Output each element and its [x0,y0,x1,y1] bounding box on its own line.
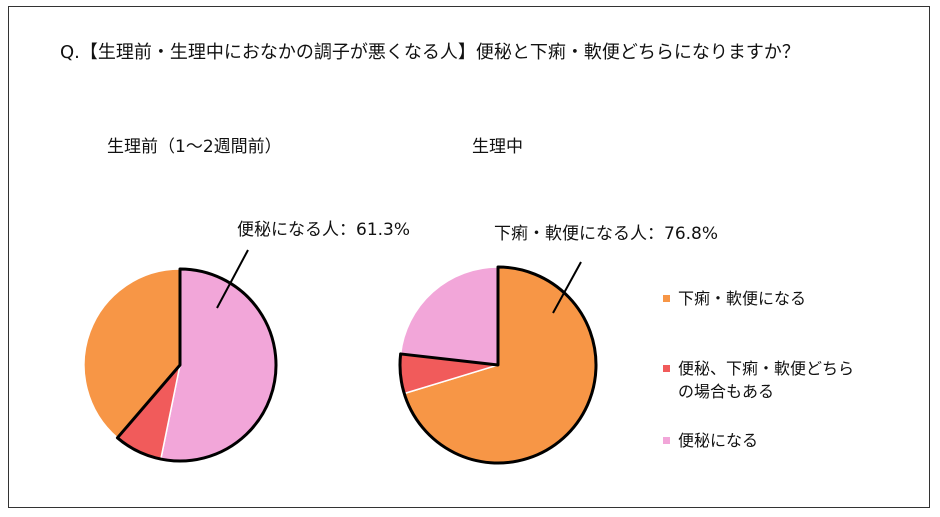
legend-swatch-diarrhea [663,295,670,302]
pie-2-title: 生理中 [472,137,523,157]
legend-swatch-constipation [663,437,670,444]
pie-1-highlight-outline [115,267,278,463]
legend-label-diarrhea: 下痢・軟便になる [678,289,807,308]
pie-2-callout: 下痢・軟便になる人：76.8% [494,224,719,244]
legend-swatch-both [663,365,670,372]
chart-title: Q.【生理前・生理中におなかの調子が悪くなる人】便秘と下痢・軟便どちらになります… [60,42,800,63]
pie-2-slice-3 [399,266,499,366]
pie-1-title: 生理前（1～2週間前） [107,137,282,157]
pie-2-highlight-outline [398,265,598,465]
pie-1-leader-line [216,249,249,309]
pie-1-callout: 便秘になる人：61.3% [237,220,411,240]
pie-2-leader-line [552,261,582,314]
pie-1-slice-3 [83,268,181,439]
legend-label-both: 便秘、下痢・軟便どちら の場合もある [678,359,855,401]
legend-label-constipation: 便秘になる [678,431,759,450]
